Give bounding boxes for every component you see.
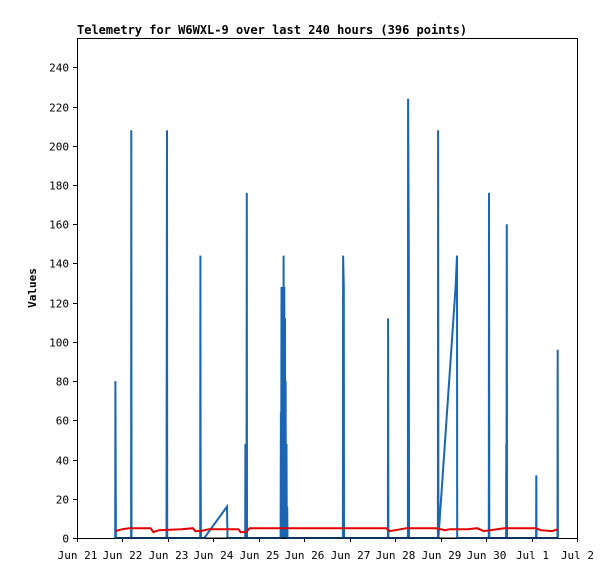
x-tick-label: Jun 25: [240, 549, 280, 562]
y-tick-label: 140: [49, 258, 69, 271]
x-tick-label: Jun 21: [58, 549, 98, 562]
x-tick-label: Jun 24: [194, 549, 234, 562]
y-axis-label: Values: [26, 268, 39, 308]
y-tick-label: 120: [49, 298, 69, 311]
series-line-2: [114, 527, 559, 534]
y-tick-label: 80: [56, 376, 69, 389]
y-tick-label: 160: [49, 219, 69, 232]
x-tick-label: Jun 26: [285, 549, 325, 562]
series-layer: [114, 98, 559, 539]
y-tick-label: 240: [49, 62, 69, 75]
x-tick-label: Jun 23: [149, 549, 189, 562]
chart-title: Telemetry for W6WXL-9 over last 240 hour…: [77, 23, 467, 37]
x-tick-label: Jun 22: [103, 549, 143, 562]
x-tick-label: Jun 29: [422, 549, 462, 562]
y-tick-label: 180: [49, 180, 69, 193]
x-axis: Jun 21 Jun 22 Jun 23 Jun 24 Jun 25 Jun 26 Jun …: [58, 538, 594, 562]
y-tick-label: 0: [62, 533, 69, 546]
y-axis: 0 20 40 60 80 100 120 140 160 180 200 220 240: [49, 62, 77, 546]
x-tick-label: Jul 1: [516, 549, 549, 562]
x-tick-label: Jun 28: [376, 549, 416, 562]
y-tick-label: 60: [56, 415, 69, 428]
y-tick-label: 200: [49, 141, 69, 154]
y-tick-label: 100: [49, 337, 69, 350]
x-tick-label: Jun 27: [331, 549, 371, 562]
y-tick-label: 220: [49, 102, 69, 115]
x-tick-label: Jun 30: [467, 549, 507, 562]
y-tick-label: 40: [56, 455, 69, 468]
y-tick-label: 20: [56, 494, 69, 507]
x-tick-label: Jul 2: [561, 549, 594, 562]
plot-frame: [77, 38, 578, 539]
series-line-1: [114, 98, 559, 539]
